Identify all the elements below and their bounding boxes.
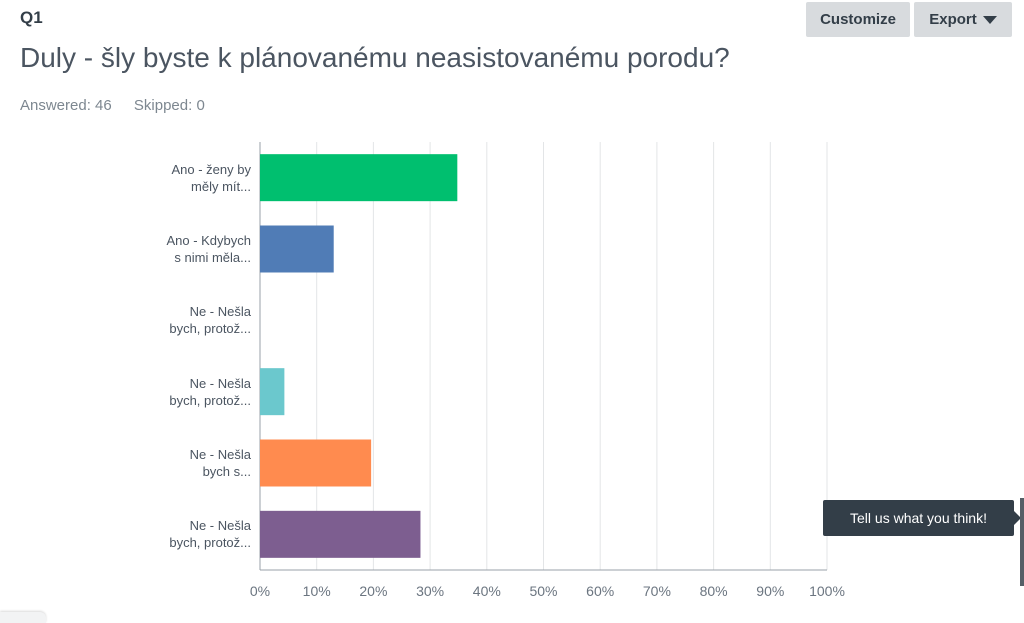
x-tick-label: 40% bbox=[473, 583, 501, 599]
category-label: Ano - ženy by měly mít... bbox=[141, 161, 252, 195]
x-tick-label: 50% bbox=[529, 583, 557, 599]
response-stats: Answered: 46 Skipped: 0 bbox=[20, 97, 223, 114]
customize-button[interactable]: Customize bbox=[806, 2, 910, 37]
bar bbox=[260, 510, 421, 558]
category-label-line: bych, protož... bbox=[169, 392, 251, 408]
question-number: Q1 bbox=[20, 8, 43, 27]
x-tick-label: 100% bbox=[809, 583, 845, 599]
x-tick-label: 0% bbox=[250, 583, 270, 599]
bar bbox=[260, 368, 285, 416]
x-tick-label: 20% bbox=[359, 583, 387, 599]
bottom-tab[interactable] bbox=[0, 612, 46, 623]
feedback-edge-tab[interactable] bbox=[1020, 498, 1024, 586]
bar bbox=[260, 154, 458, 202]
skipped-count: Skipped: 0 bbox=[133, 97, 205, 114]
category-label: Ne - Nešla bych, protož... bbox=[141, 517, 251, 551]
category-label: Ne - Nešla bych, protož... bbox=[141, 375, 251, 409]
bar bbox=[260, 439, 372, 487]
category-label-line: měly mít... bbox=[191, 178, 251, 194]
x-tick-label: 60% bbox=[586, 583, 614, 599]
category-label-line: bych, protož... bbox=[169, 321, 251, 337]
category-label-line: bych s... bbox=[202, 464, 251, 479]
category-label-line: s nimi měla... bbox=[174, 250, 251, 265]
category-label-line: Ne - Nešla bbox=[189, 304, 251, 320]
feedback-button[interactable]: Tell us what you think! bbox=[823, 500, 1021, 536]
x-tick-label: 80% bbox=[700, 583, 728, 599]
category-label: Ano - Kdybych s nimi měla... bbox=[141, 232, 251, 266]
category-label: Ne - Nešla bych s... bbox=[141, 446, 251, 480]
answered-count: Answered: 46 bbox=[20, 97, 112, 114]
category-label-line: Ne - Nešla bbox=[189, 447, 251, 462]
bar bbox=[260, 225, 334, 273]
export-button[interactable]: Export bbox=[914, 2, 1012, 37]
caret-down-icon bbox=[982, 15, 997, 24]
export-label: Export bbox=[929, 11, 977, 28]
x-tick-label: 10% bbox=[303, 583, 331, 599]
category-label-line: Ano - ženy by bbox=[171, 161, 252, 177]
category-label-line: Ne - Nešla bbox=[189, 518, 251, 534]
x-tick-label: 90% bbox=[756, 583, 784, 599]
category-label-line: Ne - Nešla bbox=[189, 375, 251, 391]
feedback-label: Tell us what you think! bbox=[850, 510, 987, 526]
x-tick-label: 70% bbox=[643, 583, 671, 599]
category-label: Ne - Nešla bych, protož... bbox=[141, 303, 251, 337]
customize-label: Customize bbox=[820, 11, 896, 28]
x-tick-label: 30% bbox=[416, 583, 444, 599]
question-title: Duly - šly byste k plánovanému neasistov… bbox=[20, 42, 730, 73]
category-label-line: Ano - Kdybych bbox=[166, 233, 251, 248]
category-label-line: bych, protož... bbox=[169, 535, 251, 551]
